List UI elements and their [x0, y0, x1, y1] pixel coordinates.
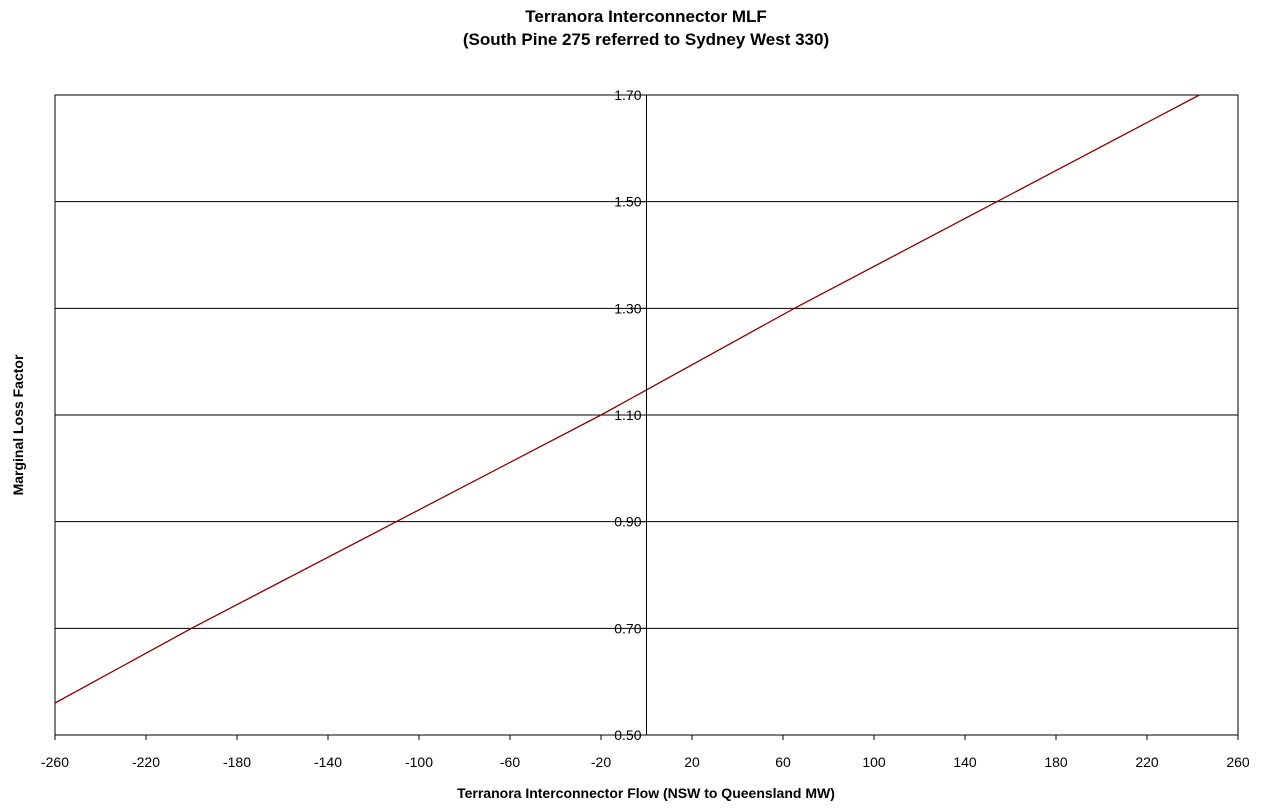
y-tick-label: 0.90	[614, 514, 641, 530]
x-tick-label: 140	[953, 754, 977, 770]
chart-subtitle: (South Pine 275 referred to Sydney West …	[463, 30, 829, 49]
y-tick-label: 1.50	[614, 194, 641, 210]
x-tick-label: 180	[1044, 754, 1068, 770]
x-tick-label: 60	[775, 754, 791, 770]
y-axis-title: Marginal Loss Factor	[10, 354, 26, 495]
axis-layer: 0.50 0.70 0.90 1.10 1.30 1.50 1.70 -260 -220 -180…	[41, 87, 1250, 770]
x-tick-label: -20	[591, 754, 611, 770]
x-tick-label: -220	[132, 754, 160, 770]
x-tick-label: 260	[1226, 754, 1250, 770]
y-tick-label: 1.70	[614, 87, 641, 103]
x-tick-label: 220	[1135, 754, 1159, 770]
chart-title: Terranora Interconnector MLF	[525, 7, 767, 26]
x-tick-label: -260	[41, 754, 69, 770]
x-tick-label: 100	[862, 754, 886, 770]
x-tick-label: -140	[314, 754, 342, 770]
x-tick-label: -100	[405, 754, 433, 770]
x-tick-label: 20	[684, 754, 700, 770]
series-line	[54, 94, 1200, 704]
y-tick-label: 1.30	[614, 300, 641, 316]
y-tick-label: 0.70	[614, 620, 641, 636]
y-tick-label: 0.50	[614, 727, 641, 743]
x-tick-label: -180	[223, 754, 251, 770]
x-tick-label: -60	[500, 754, 520, 770]
series-layer	[54, 94, 1200, 704]
y-tick-label: 1.10	[614, 407, 641, 423]
x-axis-title: Terranora Interconnector Flow (NSW to Qu…	[457, 785, 835, 801]
